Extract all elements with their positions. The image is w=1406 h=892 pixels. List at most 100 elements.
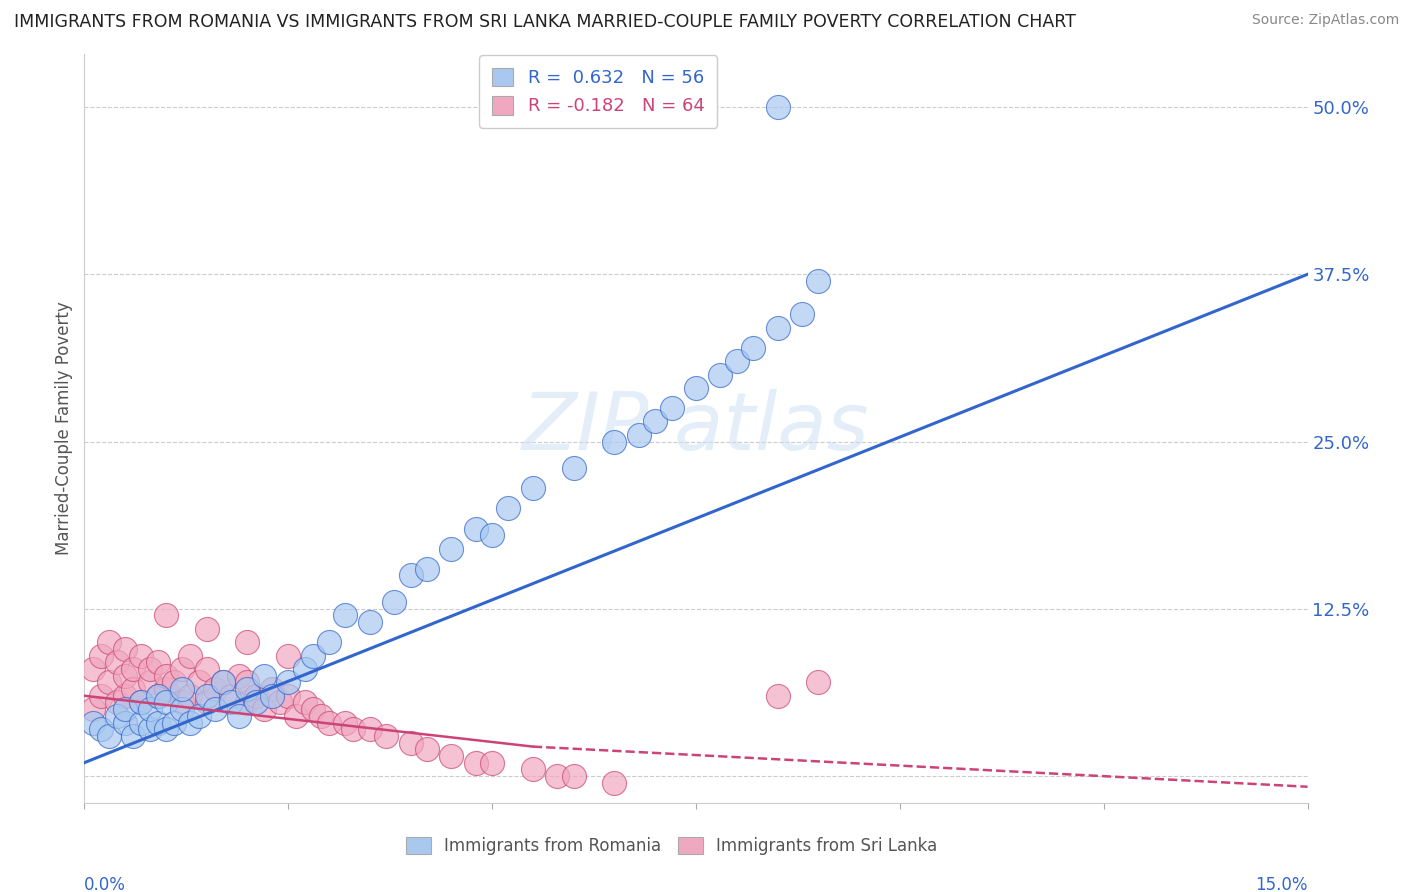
Point — [105, 696, 128, 710]
Point — [236, 696, 259, 710]
Point — [236, 682, 259, 697]
Point — [90, 689, 112, 703]
Point — [172, 702, 194, 716]
Point — [131, 648, 153, 663]
Point — [725, 354, 748, 368]
Point — [440, 541, 463, 556]
Point — [179, 689, 201, 703]
Point — [603, 776, 626, 790]
Point — [481, 528, 503, 542]
Point — [260, 682, 283, 697]
Point — [236, 635, 259, 649]
Point — [228, 669, 250, 683]
Point — [301, 648, 323, 663]
Point — [105, 708, 128, 723]
Point — [766, 689, 789, 703]
Point — [131, 715, 153, 730]
Point — [562, 769, 585, 783]
Text: 15.0%: 15.0% — [1256, 876, 1308, 892]
Point — [187, 708, 209, 723]
Point — [318, 635, 340, 649]
Point — [195, 622, 218, 636]
Point — [335, 715, 357, 730]
Point — [172, 696, 194, 710]
Point — [138, 723, 160, 737]
Point — [245, 689, 267, 703]
Point — [90, 648, 112, 663]
Point — [187, 675, 209, 690]
Point — [253, 702, 276, 716]
Point — [277, 675, 299, 690]
Point — [155, 723, 177, 737]
Point — [228, 708, 250, 723]
Point — [97, 635, 120, 649]
Point — [131, 696, 153, 710]
Point — [522, 482, 544, 496]
Point — [195, 662, 218, 676]
Point — [260, 689, 283, 703]
Point — [172, 682, 194, 697]
Point — [245, 696, 267, 710]
Point — [603, 434, 626, 449]
Text: Source: ZipAtlas.com: Source: ZipAtlas.com — [1251, 13, 1399, 28]
Point — [114, 715, 136, 730]
Point — [146, 655, 169, 669]
Point — [522, 762, 544, 776]
Point — [277, 689, 299, 703]
Point — [807, 675, 830, 690]
Point — [122, 729, 145, 743]
Point — [122, 682, 145, 697]
Point — [155, 669, 177, 683]
Point — [498, 501, 520, 516]
Point — [122, 662, 145, 676]
Point — [464, 522, 486, 536]
Point — [212, 675, 235, 690]
Point — [219, 696, 242, 710]
Point — [236, 675, 259, 690]
Text: IMMIGRANTS FROM ROMANIA VS IMMIGRANTS FROM SRI LANKA MARRIED-COUPLE FAMILY POVER: IMMIGRANTS FROM ROMANIA VS IMMIGRANTS FR… — [14, 13, 1076, 31]
Point — [416, 742, 439, 756]
Point — [146, 689, 169, 703]
Point — [114, 702, 136, 716]
Point — [195, 696, 218, 710]
Point — [204, 682, 226, 697]
Point — [382, 595, 405, 609]
Point — [179, 648, 201, 663]
Point — [155, 696, 177, 710]
Legend: Immigrants from Romania, Immigrants from Sri Lanka: Immigrants from Romania, Immigrants from… — [399, 830, 943, 862]
Point — [301, 702, 323, 716]
Point — [82, 715, 104, 730]
Point — [105, 655, 128, 669]
Point — [138, 662, 160, 676]
Point — [138, 675, 160, 690]
Point — [131, 696, 153, 710]
Point — [138, 702, 160, 716]
Point — [742, 341, 765, 355]
Point — [97, 675, 120, 690]
Point — [342, 723, 364, 737]
Point — [790, 307, 813, 322]
Point — [309, 708, 332, 723]
Point — [82, 662, 104, 676]
Point — [219, 689, 242, 703]
Point — [440, 749, 463, 764]
Point — [146, 689, 169, 703]
Point — [294, 696, 316, 710]
Point — [481, 756, 503, 770]
Point — [212, 675, 235, 690]
Point — [416, 562, 439, 576]
Point — [97, 729, 120, 743]
Point — [359, 723, 381, 737]
Text: 0.0%: 0.0% — [84, 876, 127, 892]
Point — [179, 715, 201, 730]
Point — [155, 682, 177, 697]
Point — [766, 321, 789, 335]
Point — [204, 702, 226, 716]
Point — [335, 608, 357, 623]
Point — [114, 689, 136, 703]
Point — [285, 708, 308, 723]
Point — [464, 756, 486, 770]
Point — [661, 401, 683, 416]
Point — [685, 381, 707, 395]
Point — [163, 675, 186, 690]
